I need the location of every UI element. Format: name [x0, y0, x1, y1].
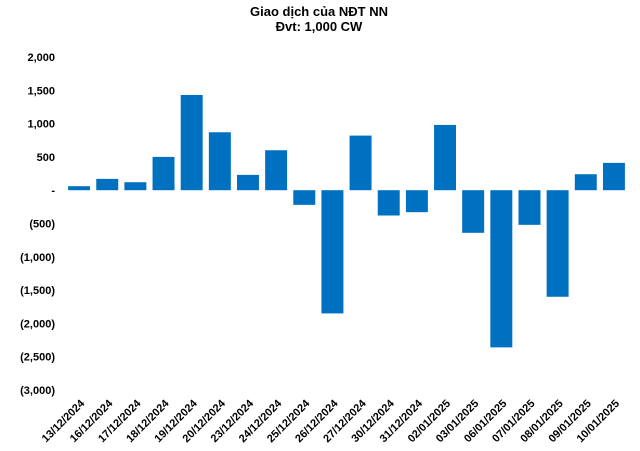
bar [405, 190, 428, 213]
y-tick-label: 500 [37, 152, 55, 164]
y-tick-label: (1,500) [20, 285, 55, 297]
y-tick-label: (1,000) [20, 252, 55, 264]
bar [377, 190, 400, 216]
bar [321, 190, 344, 314]
bar [574, 174, 597, 191]
bar [208, 132, 231, 191]
y-tick-label: (500) [29, 219, 55, 231]
bar [546, 190, 569, 297]
bar [265, 150, 288, 191]
y-axis: 2,000 1,500 1,000 500 - (500) (1,000) (1,500) (2… [20, 52, 55, 397]
bar-series [68, 94, 625, 348]
bar [434, 124, 457, 191]
bar [152, 156, 175, 191]
bar [518, 190, 541, 225]
y-tick-label: 1,000 [27, 119, 55, 131]
bar [462, 190, 485, 233]
x-axis: 13/12/202416/12/202417/12/202418/12/2024… [40, 397, 622, 445]
bar [237, 174, 259, 191]
bar [96, 178, 119, 191]
chart-subtitle: Đvt: 1,000 CW [276, 19, 363, 34]
bar [180, 94, 203, 191]
y-tick-label: (3,000) [20, 385, 55, 397]
y-tick-label: (2,000) [20, 318, 55, 330]
y-tick-label: (2,500) [20, 352, 55, 364]
y-tick-label: 2,000 [27, 52, 55, 64]
y-tick-label: - [51, 185, 55, 197]
y-tick-label: 1,500 [27, 85, 55, 97]
chart-title: Giao dịch của NĐT NN [250, 4, 388, 19]
bar [68, 186, 91, 191]
bar [349, 135, 372, 191]
bar [293, 190, 316, 205]
bar [490, 190, 513, 348]
bar [602, 162, 625, 191]
bar [124, 182, 147, 191]
